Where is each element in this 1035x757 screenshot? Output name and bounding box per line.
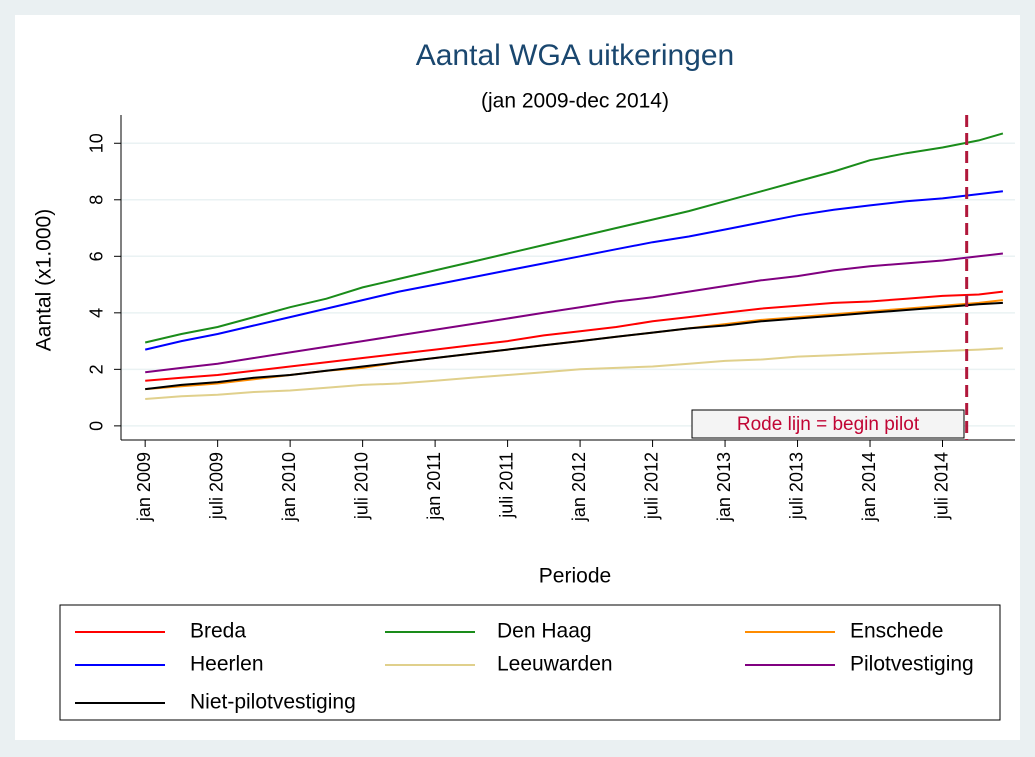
x-tick-label: jan 2012 xyxy=(569,452,589,522)
legend-label: Enschede xyxy=(850,620,943,643)
y-tick-label: 8 xyxy=(87,195,107,205)
x-tick-label: juli 2009 xyxy=(206,452,226,520)
series-line xyxy=(145,301,1003,391)
x-tick-label: juli 2012 xyxy=(641,452,661,520)
annotation: Rode lijn = begin pilot xyxy=(737,414,920,435)
x-axis-label: Periode xyxy=(539,565,611,588)
chart-subtitle: (jan 2009-dec 2014) xyxy=(481,90,669,113)
series-line xyxy=(144,132,1004,344)
y-tick-label: 2 xyxy=(87,364,107,374)
legend-label: Breda xyxy=(190,620,246,643)
y-tick-label: 6 xyxy=(87,251,107,261)
legend-label: Pilotvestiging xyxy=(850,653,974,676)
x-tick-label: juli 2011 xyxy=(496,452,516,519)
y-tick-label: 10 xyxy=(87,133,107,153)
x-tick-label: juli 2013 xyxy=(786,452,806,520)
y-axis-label: Aantal (x1.000) xyxy=(33,209,56,351)
series-line xyxy=(145,290,1004,382)
series-line xyxy=(145,252,1004,374)
x-tick-label: juli 2014 xyxy=(931,452,951,520)
annotation-box xyxy=(691,409,965,439)
x-tick-label: jan 2011 xyxy=(424,452,444,521)
legend-label: Leeuwarden xyxy=(497,653,613,676)
legend-label: Niet-pilotvestiging xyxy=(190,691,356,714)
y-tick-label: 0 xyxy=(87,421,107,431)
x-tick-label: jan 2009 xyxy=(134,452,154,522)
chart-title: Aantal WGA uitkeringen xyxy=(416,39,735,72)
series-line xyxy=(144,190,1004,351)
y-tick-label: 4 xyxy=(87,308,107,318)
x-tick-label: juli 2010 xyxy=(351,452,371,520)
legend-label: Heerlen xyxy=(190,653,264,676)
x-tick-label: jan 2014 xyxy=(859,452,879,522)
x-tick-label: jan 2013 xyxy=(714,452,734,522)
series-line xyxy=(145,347,1003,400)
legend-label: Den Haag xyxy=(497,620,592,643)
legend-box xyxy=(59,604,1001,721)
x-tick-label: jan 2010 xyxy=(279,452,299,522)
